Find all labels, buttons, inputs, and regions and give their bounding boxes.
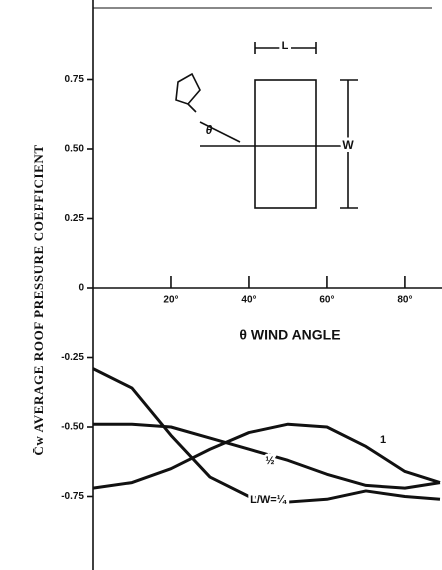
x-tick-label: 20° [163,295,178,306]
curve [93,369,440,502]
chart: C̄w AVERAGE ROOF PRESSURE COEFFICIENT θ … [0,0,442,570]
angle-label: θ [206,123,213,137]
y-tick-label: 0 [78,283,84,294]
y-tick-label: 0.50 [65,144,85,155]
y-tick-label: 0.75 [65,74,85,85]
y-tick-label: -0.25 [61,352,84,363]
curve-label: ½ [265,455,274,467]
y-tick-label: -0.50 [61,422,84,433]
building-plan [255,80,316,208]
y-tick-label: 0.25 [65,213,85,224]
x-tick-label: 60° [319,295,334,306]
x-tick-label: 40° [241,295,256,306]
y-axis-label: C̄w AVERAGE ROOF PRESSURE COEFFICIENT [31,144,46,455]
x-axis-label: θ WIND ANGLE [239,327,340,343]
length-label: L [282,40,289,52]
y-tick-label: -0.75 [61,491,84,502]
width-label: W [342,138,354,152]
inset-diagram [176,42,358,208]
x-tick-label: 80° [397,295,412,306]
curve-label: L/W=¼ [250,494,287,506]
wind-arrow [176,74,200,112]
curve-label: 1 [380,434,386,446]
